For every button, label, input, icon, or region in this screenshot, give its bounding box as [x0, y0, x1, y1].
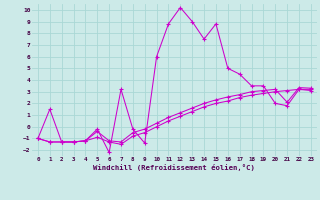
X-axis label: Windchill (Refroidissement éolien,°C): Windchill (Refroidissement éolien,°C): [93, 164, 255, 171]
